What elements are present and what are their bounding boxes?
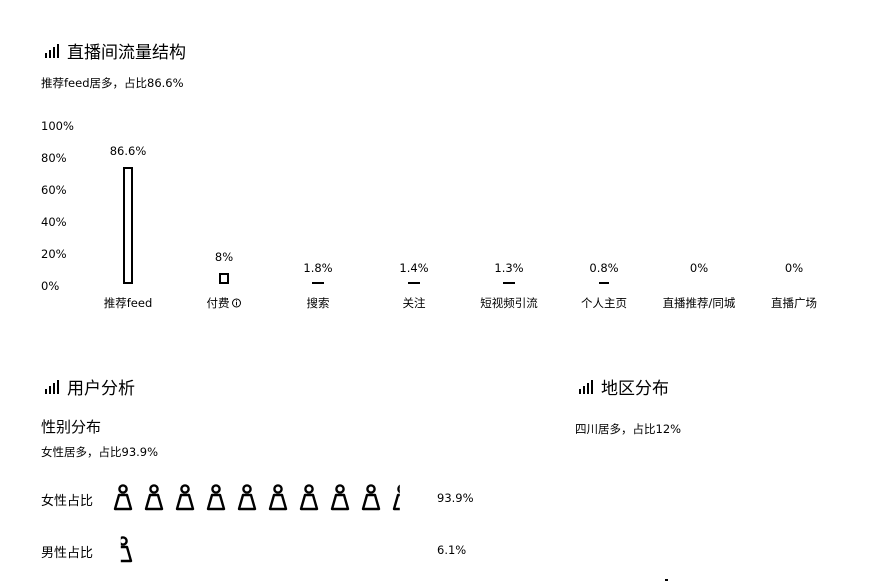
x-category-label: 关注 — [402, 296, 426, 310]
bar[interactable] — [219, 273, 229, 284]
bar[interactable] — [599, 282, 609, 284]
person-icon — [113, 483, 133, 513]
person-icon — [237, 483, 257, 513]
bar-chart-icon — [45, 43, 59, 58]
bar[interactable] — [123, 167, 133, 284]
male-label: 男性占比 — [41, 546, 94, 561]
gender-title: 性别分布 — [41, 418, 102, 436]
bar-value-label: 1.8% — [303, 261, 333, 275]
gender-summary: 女性居多，占比93.9% — [41, 445, 159, 459]
bar-value-label: 1.3% — [494, 261, 524, 275]
female-label: 女性占比 — [41, 494, 94, 509]
y-tick-label: 0% — [41, 279, 60, 293]
user-title-text: 用户分析 — [67, 379, 135, 399]
bar[interactable] — [503, 282, 515, 284]
region-title-text: 地区分布 — [601, 379, 669, 399]
person-icon — [113, 535, 133, 565]
bar[interactable] — [408, 282, 420, 284]
y-tick-label: 100% — [41, 119, 74, 133]
person-icon — [206, 483, 226, 513]
traffic-summary: 推荐feed居多，占比86.6% — [41, 76, 184, 90]
person-icon — [330, 483, 350, 513]
region-summary: 四川居多，占比12% — [575, 422, 682, 436]
bar-value-label: 1.4% — [399, 261, 429, 275]
y-tick-label: 20% — [41, 247, 67, 261]
traffic-section-title: 直播间流量结构 — [44, 38, 186, 63]
region-section-title: 地区分布 — [578, 374, 669, 399]
bar-chart-icon — [45, 379, 59, 394]
x-category-label: 直播广场 — [771, 296, 817, 310]
bar-value-label: 0% — [784, 261, 804, 275]
x-category-label: 搜索 — [306, 296, 330, 310]
female-value: 93.9% — [437, 491, 474, 505]
x-category-label: 直播推荐/同城 — [662, 296, 736, 310]
person-icon — [175, 483, 195, 513]
person-icon — [392, 483, 412, 513]
x-category-label: 付费 — [207, 295, 242, 311]
person-icon — [268, 483, 288, 513]
person-icon — [299, 483, 319, 513]
x-category-label: 推荐feed — [103, 296, 153, 310]
x-category-label: 个人主页 — [581, 296, 627, 310]
info-circle-icon[interactable] — [232, 298, 242, 308]
y-tick-label: 60% — [41, 183, 67, 197]
bar-value-label: 0% — [689, 261, 709, 275]
bar-chart-icon — [579, 379, 593, 394]
male-value: 6.1% — [437, 543, 467, 557]
bar-value-label: 8% — [214, 250, 234, 265]
scroll-hint — [665, 579, 668, 581]
person-icon — [361, 483, 381, 513]
bar-value-label: 86.6% — [109, 144, 147, 159]
bar[interactable] — [312, 282, 324, 284]
traffic-title-text: 直播间流量结构 — [67, 43, 186, 63]
x-category-label: 短视频引流 — [480, 296, 538, 310]
y-tick-label: 40% — [41, 215, 67, 229]
y-tick-label: 80% — [41, 151, 67, 165]
bar-value-label: 0.8% — [589, 261, 619, 275]
user-section-title: 用户分析 — [44, 374, 135, 399]
person-icon — [144, 483, 164, 513]
